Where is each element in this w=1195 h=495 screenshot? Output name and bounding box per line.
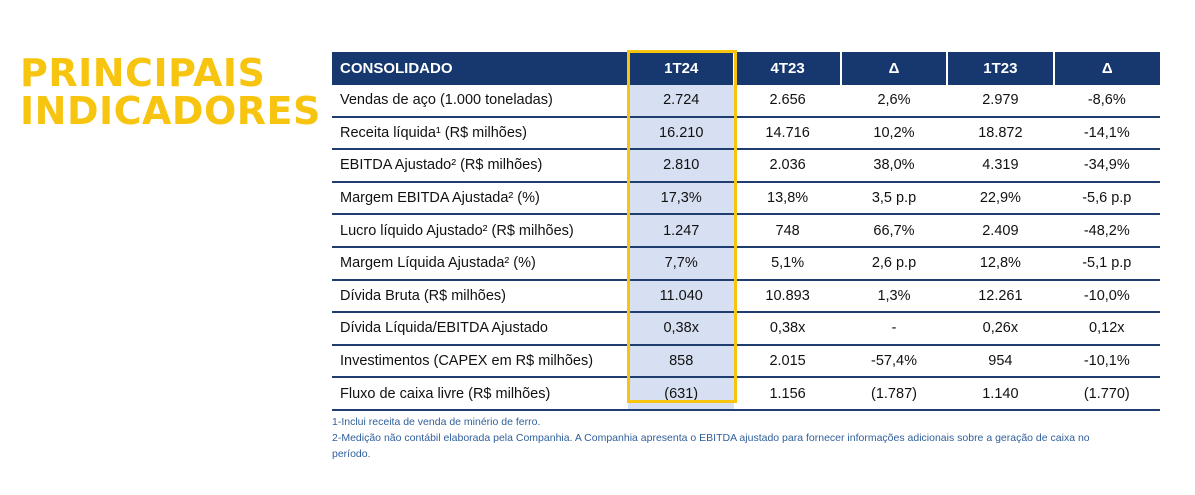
value-delta-4t23: 10,2%: [840, 116, 948, 151]
table-header-row: CONSOLIDADO 1T24 4T23 Δ 1T23 Δ: [332, 52, 1160, 85]
value-4t23: 748: [734, 214, 841, 248]
table-row: Dívida Bruta (R$ milhões) 11.040 10.893 1,3…: [332, 279, 1160, 314]
value-delta-1t23: -48,2%: [1053, 214, 1160, 248]
value-delta-1t23: (1.770): [1053, 377, 1160, 411]
title-line-2: INDICADORES: [20, 89, 321, 133]
value-1t24: 7,7%: [628, 246, 735, 281]
row-label: Lucro líquido Ajustado² (R$ milhões): [332, 214, 629, 248]
value-4t23: 1.156: [734, 377, 841, 411]
table-row: Receita líquida¹ (R$ milhões) 16.210 14.71…: [332, 116, 1160, 151]
value-delta-1t23: -10,1%: [1053, 344, 1160, 379]
value-delta-4t23: 2,6 p.p: [840, 246, 948, 281]
value-1t24: 11.040: [628, 279, 735, 314]
value-1t24: 17,3%: [628, 181, 735, 216]
table-row: Investimentos (CAPEX em R$ milhões) 858 2.…: [332, 344, 1160, 379]
value-delta-4t23: 1,3%: [840, 279, 948, 314]
header-consolidado: CONSOLIDADO: [332, 52, 630, 85]
value-1t23: 4.319: [947, 149, 1054, 183]
table-row: Lucro líquido Ajustado² (R$ milhões) 1.24…: [332, 214, 1160, 248]
table-row: Margem EBITDA Ajustada² (%) 17,3% 13,8% 3,5…: [332, 181, 1160, 216]
value-4t23: 2.656: [734, 85, 841, 118]
row-label: EBITDA Ajustado² (R$ milhões): [332, 149, 629, 183]
table-row: Fluxo de caixa livre (R$ milhões) (631) 1.…: [332, 377, 1160, 411]
header-4t23: 4T23: [734, 52, 842, 85]
value-1t24: 858: [628, 344, 735, 379]
table-row: Margem Líquida Ajustada² (%) 7,7% 5,1% 2,6 …: [332, 246, 1160, 281]
header-1t24: 1T24: [628, 52, 736, 85]
value-delta-4t23: 66,7%: [840, 214, 948, 248]
page-title: PRINCIPAIS INDICADORES: [20, 54, 321, 130]
value-1t23: 12.261: [947, 279, 1054, 314]
value-delta-4t23: -: [840, 312, 948, 346]
value-4t23: 5,1%: [734, 246, 841, 281]
row-label: Receita líquida¹ (R$ milhões): [332, 116, 629, 151]
header-delta-1t23: Δ: [1053, 52, 1160, 85]
value-delta-1t23: 0,12x: [1053, 312, 1160, 346]
table-row: Vendas de aço (1.000 toneladas) 2.724 2.65…: [332, 85, 1160, 118]
row-label: Dívida Bruta (R$ milhões): [332, 279, 629, 314]
header-1t23: 1T23: [947, 52, 1055, 85]
value-delta-1t23: -8,6%: [1053, 85, 1160, 118]
value-delta-1t23: -5,1 p.p: [1053, 246, 1160, 281]
value-delta-4t23: -57,4%: [840, 344, 948, 379]
table-row: Dívida Líquida/EBITDA Ajustado 0,38x 0,38x…: [332, 312, 1160, 346]
value-4t23: 14.716: [734, 116, 841, 151]
value-delta-1t23: -34,9%: [1053, 149, 1160, 183]
value-4t23: 2.036: [734, 149, 841, 183]
value-1t24: 16.210: [628, 116, 735, 151]
value-delta-1t23: -5,6 p.p: [1053, 181, 1160, 216]
value-delta-4t23: 3,5 p.p: [840, 181, 948, 216]
value-1t23: 2.979: [947, 85, 1054, 118]
footnote-2: 2-Medição não contábil elaborada pela Co…: [332, 432, 1090, 444]
row-label: Dívida Líquida/EBITDA Ajustado: [332, 312, 629, 346]
footnote-2-continued: período.: [332, 448, 371, 460]
value-1t23: 954: [947, 344, 1054, 379]
value-1t24: (631): [628, 377, 735, 411]
row-label: Vendas de aço (1.000 toneladas): [332, 85, 629, 118]
value-delta-1t23: -10,0%: [1053, 279, 1160, 314]
value-1t23: 18.872: [947, 116, 1054, 151]
value-1t23: 22,9%: [947, 181, 1054, 216]
row-label: Margem EBITDA Ajustada² (%): [332, 181, 629, 216]
value-1t24: 1.247: [628, 214, 735, 248]
value-delta-4t23: 2,6%: [840, 85, 948, 118]
footnote-1: 1-Inclui receita de venda de minério de …: [332, 416, 541, 428]
value-1t23: 1.140: [947, 377, 1054, 411]
value-1t24: 2.724: [628, 85, 735, 118]
indicators-table: CONSOLIDADO 1T24 4T23 Δ 1T23 Δ Vendas de…: [332, 52, 1160, 411]
row-label: Investimentos (CAPEX em R$ milhões): [332, 344, 629, 379]
value-4t23: 10.893: [734, 279, 841, 314]
value-delta-4t23: 38,0%: [840, 149, 948, 183]
header-delta-4t23: Δ: [840, 52, 949, 85]
table-row: EBITDA Ajustado² (R$ milhões) 2.810 2.036 3…: [332, 149, 1160, 183]
value-delta-4t23: (1.787): [840, 377, 948, 411]
title-line-1: PRINCIPAIS: [20, 51, 266, 95]
value-1t24: 0,38x: [628, 312, 735, 346]
row-label: Fluxo de caixa livre (R$ milhões): [332, 377, 629, 411]
value-1t23: 0,26x: [947, 312, 1054, 346]
value-4t23: 13,8%: [734, 181, 841, 216]
row-label: Margem Líquida Ajustada² (%): [332, 246, 629, 281]
footnotes: 1-Inclui receita de venda de minério de …: [332, 414, 1152, 462]
value-4t23: 2.015: [734, 344, 841, 379]
value-1t23: 12,8%: [947, 246, 1054, 281]
value-1t24: 2.810: [628, 149, 735, 183]
value-delta-1t23: -14,1%: [1053, 116, 1160, 151]
value-4t23: 0,38x: [734, 312, 841, 346]
value-1t23: 2.409: [947, 214, 1054, 248]
